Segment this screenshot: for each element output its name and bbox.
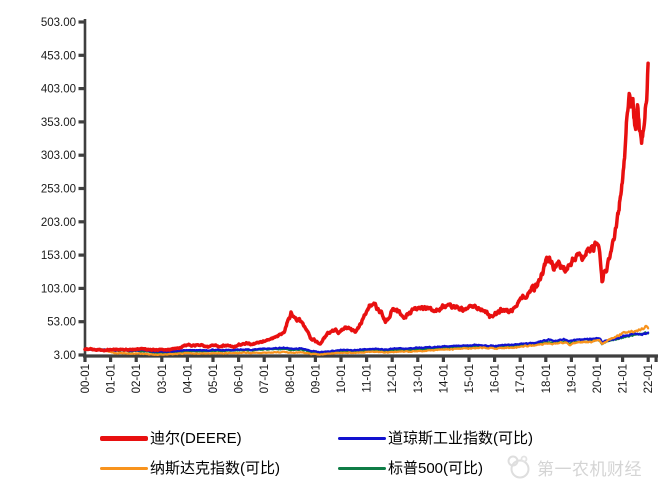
x-tick: [313, 357, 317, 362]
x-tick: [83, 357, 87, 362]
x-tick-label: 22-01: [643, 364, 655, 393]
x-tick: [569, 357, 573, 362]
x-tick: [595, 357, 599, 362]
x-tick: [390, 357, 394, 362]
y-tick-label: 403.00: [41, 84, 76, 96]
y-tick-label: 153.00: [41, 250, 76, 262]
y-tick: [78, 120, 85, 124]
legend-label: 标普500(可比): [388, 460, 484, 477]
x-tick: [109, 357, 113, 362]
y-tick: [78, 87, 85, 91]
y-tick-label: 303.00: [41, 150, 76, 162]
x-tick: [262, 357, 266, 362]
x-tick: [646, 357, 650, 362]
x-tick-label: 15-01: [464, 364, 476, 393]
line-chart-plot: 3.00 53.00 103.00 153.00 203.00 253.00 303.00 3…: [41, 17, 658, 393]
x-tick: [237, 357, 241, 362]
x-tick: [467, 357, 471, 362]
x-tick-label: 16-01: [490, 364, 502, 393]
y-tick: [78, 53, 85, 57]
x-tick-label: 13-01: [413, 364, 425, 393]
x-tick-end: [654, 357, 658, 362]
x-tick-label: 12-01: [387, 364, 399, 393]
y-tick: [78, 220, 85, 224]
y-tick: [78, 320, 85, 324]
x-tick-label: 18-01: [541, 364, 553, 393]
legend-swatch-icon: [100, 466, 148, 471]
x-tick-label: 05-01: [208, 364, 220, 393]
y-tick: [78, 20, 85, 24]
legend-item-3: 标普500(可比): [338, 459, 533, 478]
legend-item-1: 道琼斯工业指数(可比): [338, 429, 533, 448]
y-tick: [78, 353, 85, 357]
x-tick: [160, 357, 164, 362]
legend-label: 纳斯达克指数(可比): [150, 460, 280, 477]
x-tick-label: 08-01: [285, 364, 297, 393]
x-tick: [211, 357, 215, 362]
y-tick-label: 3.00: [54, 350, 76, 362]
legend-label: 道琼斯工业指数(可比): [388, 430, 533, 447]
y-tick: [78, 186, 85, 191]
x-tick: [339, 357, 343, 362]
y-tick-label: 103.00: [41, 283, 76, 295]
y-tick-label: 453.00: [41, 50, 76, 62]
y-tick: [78, 153, 85, 157]
y-tick-label: 503.00: [41, 17, 76, 29]
x-tick-label: 01-01: [106, 364, 118, 393]
x-tick: [134, 357, 138, 362]
y-tick-label: 253.00: [41, 184, 76, 196]
x-tick-label: 20-01: [592, 364, 604, 393]
x-tick-label: 17-01: [515, 364, 527, 393]
legend-swatch-icon: [338, 436, 386, 441]
x-tick-label: 03-01: [157, 364, 169, 393]
chart-legend: 迪尔(DEERE) 道琼斯工业指数(可比) 纳斯达克指数(可比) 标普500(可比): [100, 429, 533, 478]
y-tick-label: 203.00: [41, 217, 76, 229]
watermark-logo-icon: [507, 455, 530, 479]
x-tick: [621, 357, 625, 362]
x-tick-label: 04-01: [182, 364, 194, 393]
series-line-1: [83, 331, 650, 354]
x-tick-label: 21-01: [618, 364, 630, 393]
x-tick: [518, 357, 522, 362]
x-tick-label: 02-01: [131, 364, 143, 393]
series-line-0: [83, 61, 650, 353]
x-tick-label: 00-01: [80, 364, 92, 393]
x-tick: [365, 357, 369, 362]
x-tick-label: 07-01: [259, 364, 271, 393]
y-tick-label: 353.00: [41, 117, 76, 129]
x-tick-label: 06-01: [234, 364, 246, 393]
legend-item-0: 迪尔(DEERE): [100, 429, 338, 448]
x-tick-label: 09-01: [310, 364, 322, 393]
y-tick: [78, 253, 85, 257]
legend-swatch-icon: [338, 466, 386, 471]
watermark: 第一农机财经: [504, 452, 642, 482]
x-tick: [288, 357, 292, 362]
legend-item-2: 纳斯达克指数(可比): [100, 459, 338, 478]
legend-label: 迪尔(DEERE): [150, 430, 242, 447]
x-tick: [441, 357, 445, 362]
x-tick-label: 10-01: [336, 364, 348, 393]
x-tick: [493, 357, 497, 362]
x-tick: [185, 357, 189, 362]
series-line-2: [83, 324, 650, 356]
x-tick-label: 14-01: [438, 364, 450, 393]
x-tick: [416, 357, 420, 362]
y-tick-label: 53.00: [47, 317, 76, 329]
watermark-text: 第一农机财经: [537, 459, 642, 479]
x-tick: [544, 357, 548, 362]
legend-swatch-icon: [100, 436, 148, 441]
y-tick: [78, 286, 85, 290]
x-tick-label: 19-01: [566, 364, 578, 393]
x-tick-label: 11-01: [362, 364, 374, 393]
